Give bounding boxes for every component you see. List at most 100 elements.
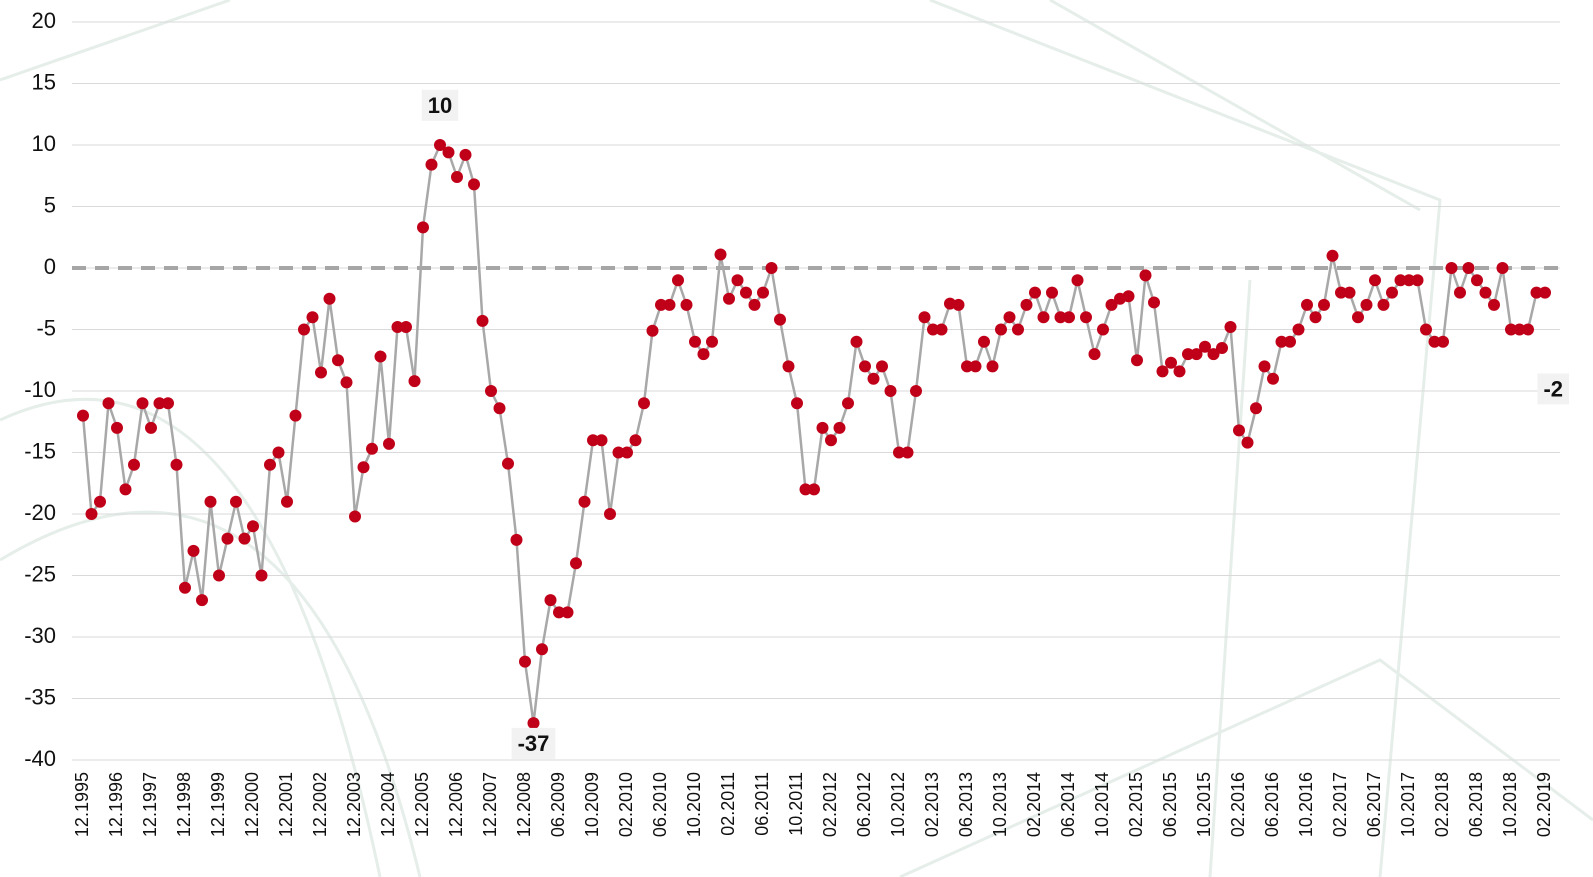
x-tick-label: 02.2014: [1024, 772, 1044, 837]
data-point: [646, 324, 659, 337]
data-point: [502, 457, 514, 470]
data-point: [672, 274, 684, 287]
data-point: [417, 221, 429, 234]
data-point: [629, 434, 642, 447]
x-tick-label: 10.2016: [1296, 772, 1316, 837]
data-point: [1029, 286, 1041, 299]
y-tick-label: -15: [24, 438, 56, 463]
data-point: [349, 510, 361, 523]
x-tick-label: 12.2006: [446, 772, 466, 837]
data-point: [859, 360, 871, 373]
x-tick-label: 06.2014: [1058, 772, 1078, 837]
data-point: [663, 298, 676, 311]
data-point: [748, 298, 761, 311]
y-tick-label: -30: [24, 623, 56, 648]
data-point: [604, 508, 616, 520]
x-tick-label: 06.2016: [1262, 772, 1282, 837]
data-point: [519, 655, 531, 668]
data-point: [510, 533, 523, 546]
data-point: [1207, 348, 1220, 361]
data-point: [1377, 298, 1390, 311]
decoration: [899, 658, 1593, 877]
data-point: [111, 421, 123, 434]
data-label-group: -2: [1537, 373, 1569, 405]
x-tick-label: 02.2015: [1126, 772, 1146, 837]
data-point: [442, 146, 455, 159]
data-point: [383, 437, 395, 450]
data-label: -37: [518, 731, 550, 756]
x-tick-label: 06.2015: [1160, 772, 1180, 837]
data-point: [825, 434, 837, 447]
data-point: [833, 421, 846, 434]
data-point: [638, 397, 650, 410]
x-tick-label: 12.2004: [378, 772, 398, 837]
x-tick-label: 06.2018: [1466, 772, 1486, 837]
data-point: [1097, 323, 1109, 336]
data-point: [459, 148, 472, 161]
data-point: [995, 323, 1007, 336]
x-tick-label: 02.2017: [1330, 772, 1350, 837]
data-point: [570, 557, 582, 570]
decoration: [0, 0, 231, 82]
data-point: [1063, 311, 1075, 324]
x-tick-label: 10.2013: [990, 772, 1010, 837]
data-point: [1454, 286, 1466, 299]
data-point: [1216, 341, 1228, 354]
x-tick-label: 12.1998: [174, 772, 194, 837]
data-point: [1530, 286, 1543, 299]
data-point: [612, 446, 625, 459]
x-tick-label: 06.2013: [956, 772, 976, 837]
x-tick-label: 06.2011: [752, 772, 772, 836]
data-point: [1020, 298, 1033, 311]
data-point: [1309, 311, 1322, 324]
data-point: [1445, 262, 1458, 274]
data-point: [1156, 365, 1169, 378]
data-point: [306, 311, 319, 324]
data-point: [1165, 356, 1177, 369]
data-point: [1539, 286, 1551, 299]
x-tick-label: 02.2019: [1534, 772, 1554, 837]
data-point: [731, 274, 744, 287]
data-point: [901, 446, 914, 459]
data-point: [1496, 262, 1509, 274]
decoration: [1049, 0, 1421, 212]
data-point: [935, 323, 948, 336]
data-point: [740, 286, 752, 299]
data-point: [884, 385, 897, 397]
data-point: [366, 442, 378, 455]
data-label-group: -37: [511, 727, 556, 759]
data-label-background: [511, 727, 556, 759]
x-tick-label: 06.2010: [650, 772, 670, 837]
data-point: [408, 375, 421, 388]
data-point: [1360, 298, 1373, 311]
data-point: [544, 594, 557, 607]
y-tick-label: 10: [32, 131, 56, 156]
data-point: [1386, 286, 1398, 299]
data-point: [255, 569, 268, 582]
data-point: [1080, 311, 1092, 324]
y-tick-label: 0: [44, 254, 56, 279]
data-point: [978, 335, 990, 348]
data-point: [553, 606, 565, 619]
data-point: [85, 508, 98, 520]
data-point: [723, 292, 735, 305]
x-tick-label: 10.2015: [1194, 772, 1214, 837]
data-point: [1513, 323, 1526, 336]
x-tick-label: 10.2011: [786, 772, 806, 836]
y-tick-label: -40: [24, 746, 56, 771]
data-point: [952, 298, 965, 311]
data-point: [876, 360, 888, 373]
data-point: [77, 409, 89, 422]
data-point: [1190, 348, 1203, 361]
data-point: [425, 158, 438, 171]
data-point: [1343, 286, 1356, 299]
data-point: [587, 434, 599, 447]
data-point: [799, 483, 812, 496]
data-point: [842, 397, 854, 410]
data-point: [213, 569, 225, 582]
data-point: [1275, 335, 1288, 348]
data-point: [714, 248, 727, 261]
data-point: [153, 397, 166, 410]
